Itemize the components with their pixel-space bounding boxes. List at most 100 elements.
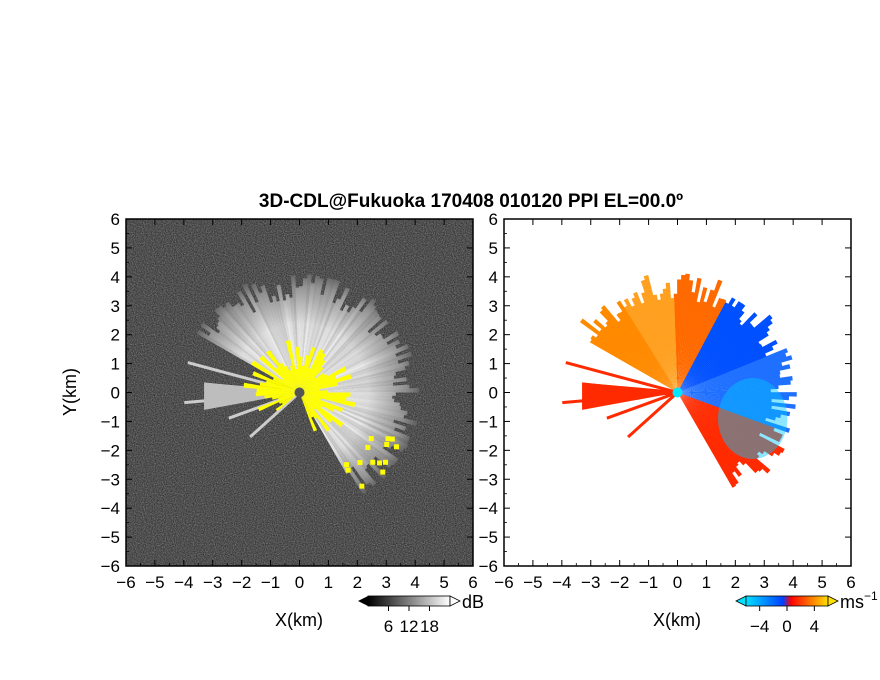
echo-spoke <box>249 391 301 439</box>
x-tick-label: −2 <box>610 573 629 592</box>
echo-beam <box>599 328 678 393</box>
echo-beam <box>299 274 312 393</box>
echo-beam <box>677 274 686 393</box>
radar-site-marker <box>294 387 305 398</box>
echo-beam <box>616 300 678 393</box>
echo-beam <box>677 277 702 393</box>
echo-beam <box>242 283 300 393</box>
x-tick-label: −6 <box>116 573 135 592</box>
echo-beam <box>299 392 368 471</box>
echo-beam <box>677 312 758 393</box>
x-tick-label: −6 <box>494 573 513 592</box>
y-tick-label: −1 <box>479 412 498 431</box>
echo-spoke <box>565 361 678 394</box>
y-tick-label: 5 <box>489 239 498 258</box>
flag-patch <box>299 392 322 401</box>
flag-patch <box>289 365 300 393</box>
reflectivity-colorbar-left-arrow <box>358 596 368 606</box>
velocity-colorbar-unit-exponent: −1 <box>864 589 878 603</box>
velocity-colorbar-gradient <box>745 595 829 607</box>
flag-patch <box>299 348 324 393</box>
flag-patch <box>299 355 310 393</box>
echo-beam <box>299 275 321 393</box>
y-tick-label: −6 <box>479 557 498 576</box>
y-tick-label: −2 <box>479 441 498 460</box>
flag-patch <box>299 377 317 393</box>
flag-patch <box>271 392 300 400</box>
echo-beam <box>677 352 787 393</box>
flag-patch <box>299 366 347 393</box>
echo-beam <box>299 392 418 426</box>
figure-title: 3D-CDL@Fukuoka 170408 010120 PPI EL=00.0… <box>259 191 683 212</box>
echo-beam <box>677 392 782 419</box>
echo-beam <box>616 312 678 393</box>
echo-beam <box>677 323 743 393</box>
flag-patch <box>255 392 300 397</box>
echo-beam <box>633 291 678 393</box>
flag-patch <box>299 367 311 393</box>
y-tick-label: 6 <box>489 210 498 229</box>
echo-spoke <box>187 361 300 394</box>
reflectivity-colorbar: 6 12 18 dB <box>358 592 484 636</box>
x-tick-label: −4 <box>174 573 193 592</box>
echo-beam <box>299 392 407 431</box>
echo-beam <box>641 292 678 393</box>
flag-patch <box>299 392 351 397</box>
echo-beam <box>299 315 382 393</box>
flag-speck <box>385 436 391 442</box>
echo-beam <box>677 348 788 393</box>
velocity-echo-field <box>562 273 797 488</box>
echo-beam <box>677 301 743 393</box>
x-tick-label: −4 <box>552 573 571 592</box>
echo-beam <box>259 292 300 393</box>
flag-patch <box>299 356 303 393</box>
flag-patch <box>281 392 300 405</box>
flag-patch <box>266 349 300 393</box>
velocity-colorbar-unit: ms−1 <box>840 589 878 612</box>
x-tick-label: −5 <box>145 573 164 592</box>
flag-speck <box>344 462 350 468</box>
flag-patch <box>252 371 300 393</box>
y-tick-label: 5 <box>111 239 120 258</box>
echo-beam <box>677 392 791 417</box>
echo-beam <box>299 392 395 423</box>
echo-beam <box>599 309 678 393</box>
y-tick-label: −6 <box>101 557 120 576</box>
echo-beam <box>677 392 776 421</box>
echo-beam <box>677 392 782 456</box>
echo-beam <box>619 311 678 393</box>
flag-patch <box>299 346 316 393</box>
echo-beam <box>677 346 774 393</box>
echo-beam <box>677 326 770 393</box>
x-tick-label: −1 <box>639 573 658 592</box>
echo-beam <box>677 392 742 477</box>
echo-beam <box>677 392 781 443</box>
flag-patch <box>299 392 356 408</box>
flag-patch <box>275 392 300 412</box>
flag-patch <box>299 352 326 393</box>
y-tick-label: 0 <box>111 384 120 403</box>
x-tick-label: 0 <box>673 573 682 592</box>
x-tick-label: 3 <box>760 573 769 592</box>
echo-beam <box>677 353 767 393</box>
echo-beam <box>677 392 771 474</box>
echo-beam <box>677 392 760 460</box>
flag-patch <box>279 362 300 393</box>
flag-patch <box>299 375 337 393</box>
echo-beam <box>624 305 678 393</box>
flag-patch <box>295 368 300 393</box>
echo-beam <box>677 392 736 474</box>
y-tick-label: 1 <box>489 355 498 374</box>
echo-beam <box>260 284 300 393</box>
echo-beam <box>217 330 300 393</box>
x-tick-label: −2 <box>232 573 251 592</box>
y-tick-label: −3 <box>479 470 498 489</box>
echo-beam <box>299 283 315 393</box>
echo-beam <box>677 344 763 393</box>
y-tick-label: 3 <box>111 297 120 316</box>
flag-speck <box>384 441 390 447</box>
flag-speck <box>345 467 351 473</box>
x-tick-label: 5 <box>817 573 826 592</box>
echo-beam <box>677 279 723 393</box>
